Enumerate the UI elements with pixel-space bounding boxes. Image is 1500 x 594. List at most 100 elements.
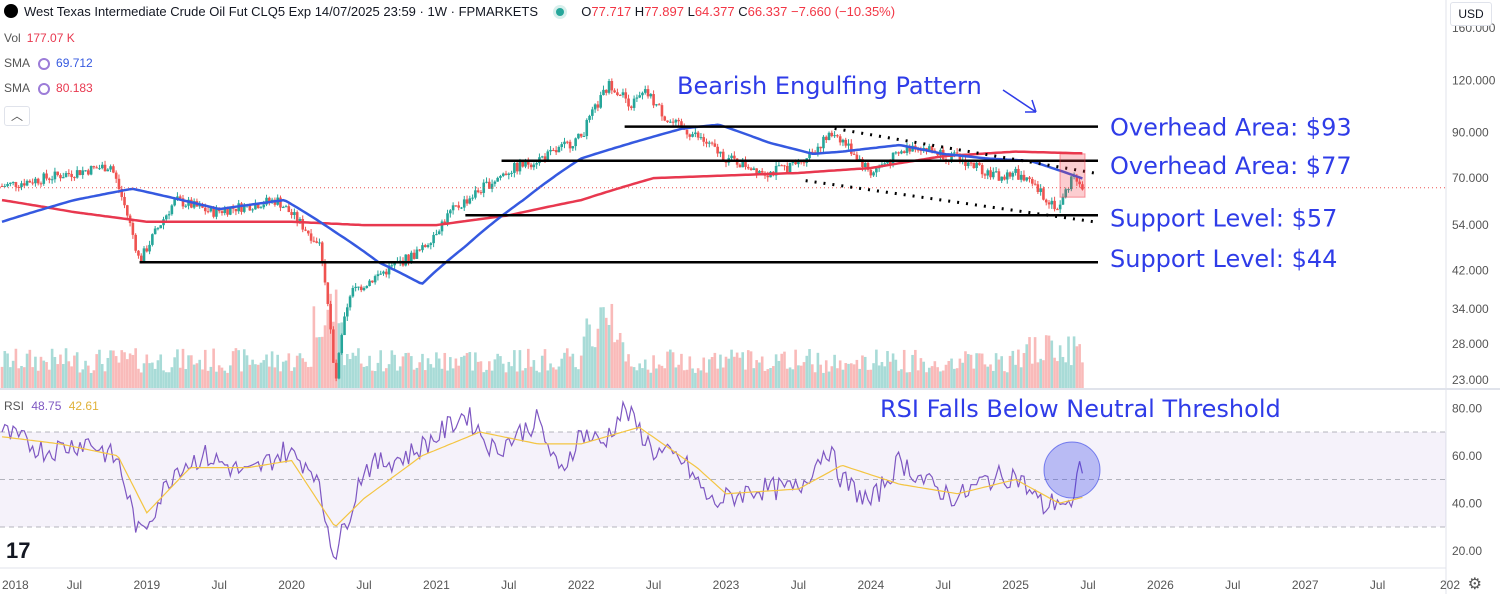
volume-bar <box>515 371 519 388</box>
candle-body <box>190 199 193 208</box>
candle-body <box>312 240 316 242</box>
candle-body <box>975 162 978 169</box>
volume-bar <box>783 351 786 388</box>
candle-body <box>836 135 839 137</box>
price-tick-label: 23.000 <box>1452 373 1489 387</box>
candle-body <box>582 136 586 138</box>
candle-body <box>159 225 163 229</box>
volume-bar <box>488 361 491 388</box>
gear-icon[interactable]: ⚙ <box>1467 576 1482 593</box>
volume-bar <box>969 354 973 388</box>
candle-body <box>318 242 321 244</box>
volume-bar <box>674 367 678 388</box>
volume-bar <box>262 360 266 388</box>
volume-bar <box>412 369 416 388</box>
volume-bar <box>432 367 435 388</box>
interval[interactable]: 1W <box>427 4 447 19</box>
volume-bar <box>343 365 346 388</box>
volume-bar <box>830 366 834 388</box>
volume-bar <box>457 365 460 388</box>
time-tick-label: Jul <box>356 578 371 592</box>
volume-bar <box>501 363 505 388</box>
candle-body <box>674 119 678 123</box>
volume-bar <box>671 352 675 388</box>
candle-body <box>777 165 781 167</box>
candle-body <box>61 177 65 179</box>
candle-body <box>215 207 218 217</box>
volume-bar <box>215 371 218 388</box>
candle-body <box>1025 177 1029 181</box>
candle-body <box>11 182 15 184</box>
volume-bar <box>192 364 196 388</box>
volume-bar <box>223 370 227 388</box>
candle-body <box>137 250 140 256</box>
time-tick-label: Jul <box>212 578 227 592</box>
time-tick-label: 2019 <box>133 578 160 592</box>
volume-bar <box>510 366 513 388</box>
candle-body <box>627 98 630 107</box>
volume-bar <box>927 367 931 388</box>
change-value: −7.660 (−10.35%) <box>790 4 896 19</box>
volume-bar <box>137 368 140 388</box>
volume-bar <box>811 364 814 388</box>
candle-body <box>513 163 516 173</box>
volume-bar <box>426 358 430 388</box>
candle-body <box>114 172 118 179</box>
volume-bar <box>245 355 249 388</box>
volume-bar <box>28 349 32 388</box>
volume-bar <box>301 358 305 388</box>
volume-bar <box>304 361 307 388</box>
candle-body <box>641 92 644 96</box>
rsi-signal-line <box>1 426 1083 527</box>
candle-body <box>34 178 37 184</box>
sma-slow-legend[interactable]: SMA 80.183 <box>4 81 93 95</box>
volume-bar <box>170 367 174 388</box>
volume-bar <box>733 356 736 388</box>
volume-bar <box>106 357 110 388</box>
volume-bar <box>1014 364 1017 388</box>
candle-body <box>404 254 408 266</box>
volume-bar <box>1031 363 1034 388</box>
volume-bar <box>925 372 928 388</box>
volume-bar <box>513 350 516 388</box>
volume-bar <box>139 372 143 388</box>
candle-body <box>886 161 889 164</box>
sma-fast-line <box>1 123 1083 285</box>
currency-button[interactable]: USD <box>1450 2 1492 26</box>
rsi-highlight-circle <box>1043 441 1101 499</box>
candle-body <box>73 177 76 179</box>
candle-body <box>780 165 783 167</box>
candle-body <box>816 146 820 153</box>
candle-body <box>42 173 46 184</box>
volume-bar <box>755 360 758 388</box>
rsi-legend[interactable]: RSI 48.75 42.61 <box>4 399 99 413</box>
volume-bar <box>3 351 7 388</box>
volume-bar <box>201 369 204 388</box>
volume-bar <box>187 355 190 388</box>
volume-bar <box>407 352 410 388</box>
candle-body <box>540 156 544 158</box>
volume-bar <box>538 372 541 388</box>
symbol-title[interactable]: West Texas Intermediate Crude Oil Fut CL… <box>24 4 416 19</box>
volume-bar <box>1042 360 1045 388</box>
candle-body <box>830 132 834 137</box>
candle-body <box>64 173 68 178</box>
candle-body <box>373 276 377 283</box>
candle-body <box>226 208 229 215</box>
collapse-legend-button[interactable]: ︿ <box>4 106 30 126</box>
candle-body <box>585 119 589 137</box>
volume-bar <box>905 372 909 388</box>
volume-bar <box>348 359 352 388</box>
volume-bar <box>939 371 942 388</box>
volume-bar <box>824 360 828 388</box>
volume-bar <box>677 364 680 388</box>
candle-body <box>323 261 327 283</box>
volume-bar <box>694 372 697 388</box>
sma-fast-legend[interactable]: SMA 69.712 <box>4 56 93 70</box>
volume-bar <box>462 355 466 388</box>
volume-bar <box>850 363 853 388</box>
candle-body <box>1081 184 1084 190</box>
volume-bar <box>482 372 486 388</box>
volume-bar <box>788 367 792 388</box>
volume-legend[interactable]: Vol 177.07 K <box>4 31 75 45</box>
